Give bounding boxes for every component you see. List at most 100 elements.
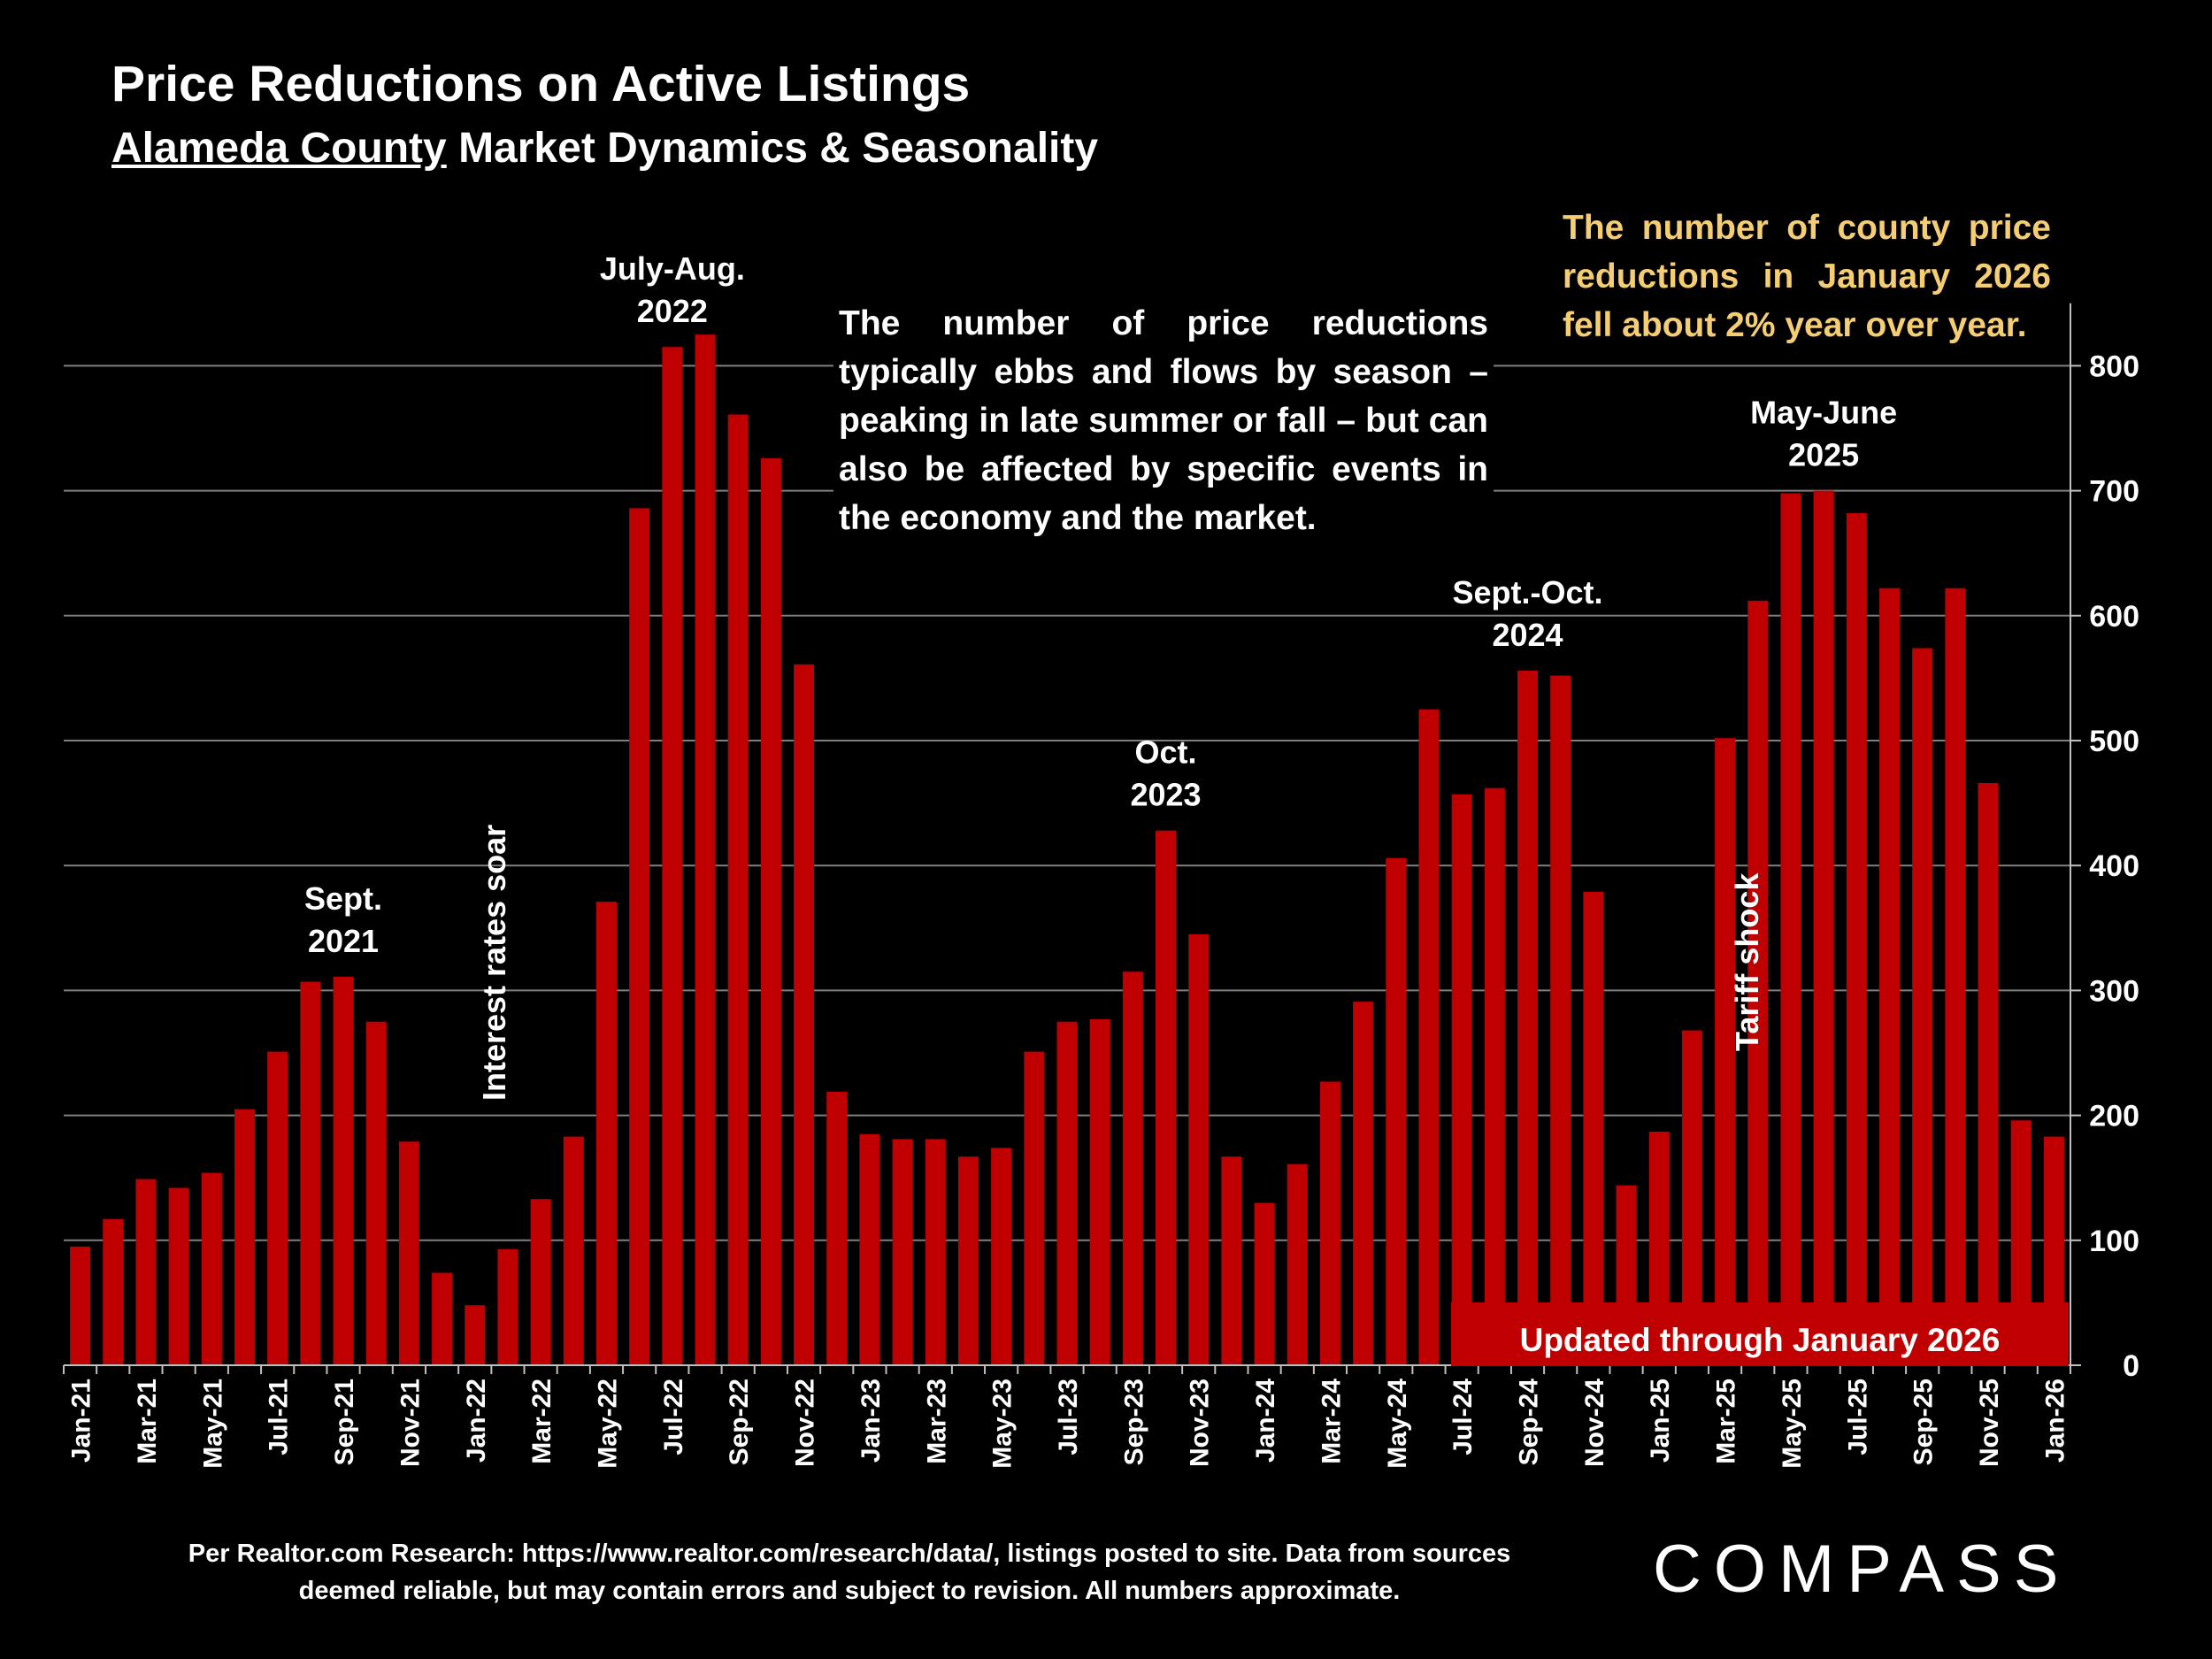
x-tick-label: Jul-24 — [1448, 1379, 1478, 1455]
bar — [794, 664, 815, 1365]
bars — [70, 334, 2064, 1366]
peak-annotation: Oct. — [1135, 734, 1197, 771]
bar — [365, 1021, 387, 1365]
bar — [1188, 933, 1210, 1365]
peak-annotation: 2021 — [308, 923, 379, 959]
x-tick-label: Nov-21 — [396, 1379, 425, 1467]
x-tick-label: Jul-22 — [659, 1379, 688, 1455]
peak-annotation: 2022 — [637, 293, 708, 329]
bar — [1681, 1030, 1702, 1365]
x-tick-label: Nov-24 — [1580, 1379, 1609, 1467]
bar — [1024, 1051, 1045, 1365]
bar — [563, 1136, 584, 1365]
peak-annotation: 2024 — [1492, 617, 1563, 653]
bar — [465, 1305, 486, 1365]
peak-annotation: July-Aug. — [600, 250, 745, 287]
y-tick-label: 100 — [2089, 1225, 2139, 1258]
x-tick-label: Jan-26 — [2040, 1379, 2070, 1463]
bar — [1254, 1202, 1275, 1365]
x-tick-label: Jan-24 — [1251, 1379, 1280, 1463]
peak-annotation: Sept. — [304, 880, 382, 917]
bar — [760, 457, 781, 1366]
x-tick-label: Nov-22 — [791, 1379, 820, 1467]
x-tick-label: Jan-23 — [856, 1379, 886, 1463]
bar — [1747, 600, 1769, 1365]
bar — [1484, 787, 1505, 1365]
x-tick-label: Jul-25 — [1843, 1379, 1872, 1455]
bar — [695, 334, 716, 1366]
bar — [432, 1272, 453, 1365]
x-tick-label: Mar-23 — [922, 1379, 951, 1464]
bar — [826, 1091, 848, 1365]
bar — [300, 981, 321, 1365]
bar — [103, 1218, 124, 1365]
x-tick-label: Sep-23 — [1119, 1379, 1148, 1465]
bar — [1912, 648, 1933, 1365]
y-tick-label: 300 — [2089, 974, 2139, 1008]
bar — [892, 1139, 913, 1365]
bar — [1386, 857, 1407, 1365]
bar — [595, 902, 617, 1365]
peak-annotation: 2023 — [1130, 777, 1201, 813]
bar — [662, 347, 683, 1366]
bar — [398, 1141, 419, 1365]
chart-subtitle: Alameda County Market Dynamics & Seasona… — [111, 124, 1098, 173]
bar — [70, 1246, 91, 1365]
bar — [1813, 490, 1834, 1365]
bar — [135, 1179, 157, 1365]
event-label: Tariff shock — [1729, 872, 1765, 1051]
bar — [1353, 1002, 1374, 1365]
bar — [234, 1109, 255, 1365]
x-tick-label: May-23 — [988, 1379, 1018, 1469]
bar — [1089, 1018, 1110, 1365]
bar — [1451, 794, 1472, 1365]
bar — [1945, 588, 1966, 1365]
bar — [267, 1051, 288, 1365]
bar — [1978, 783, 1999, 1365]
bar — [1846, 513, 1867, 1365]
x-tick-label: Jan-25 — [1646, 1379, 1675, 1463]
x-tick-label: Jul-21 — [265, 1379, 294, 1455]
x-tick-label: Sep-22 — [725, 1379, 754, 1465]
source-note: Per Realtor.com Research: https://www.re… — [188, 1540, 1511, 1605]
x-tick-label: Jan-22 — [462, 1379, 491, 1463]
labels: Sept. 2021 July-Aug. 2022 Oct. 2023 Sept.-Oct.… — [304, 250, 1897, 1101]
y-tick-label: 0 — [2123, 1349, 2139, 1383]
bar — [1879, 588, 1901, 1365]
x-tick-label: Jul-23 — [1054, 1379, 1083, 1455]
bar — [991, 1148, 1012, 1365]
updated-banner: Updated through January 2026 — [1451, 1302, 2069, 1366]
y-tick-label: 700 — [2089, 475, 2139, 509]
bar — [1122, 972, 1143, 1365]
chart-title: Price Reductions on Active Listings — [111, 56, 971, 112]
bar — [1550, 675, 1571, 1365]
x-tick-label: Mar-25 — [1712, 1379, 1741, 1464]
bar — [925, 1139, 946, 1365]
bar — [1056, 1021, 1078, 1365]
yoy-callout: The number of county price reductions in… — [1559, 204, 2055, 349]
x-tick-label: Sep-21 — [330, 1379, 359, 1465]
bar — [727, 414, 749, 1365]
x-tick-label: Nov-25 — [1975, 1379, 2004, 1467]
subtitle-county: Alameda County — [111, 125, 447, 172]
bar — [530, 1199, 551, 1365]
bar — [957, 1156, 979, 1365]
bar — [859, 1133, 880, 1365]
bar — [629, 508, 650, 1365]
bar — [1286, 1164, 1308, 1365]
y-tick-label: 500 — [2089, 725, 2139, 758]
x-tick-label: Nov-23 — [1186, 1379, 1215, 1467]
bar — [1715, 738, 1736, 1365]
axes: 0 100 200 300 400 500 600 700 800 Jan-21 Mar-21 May… — [63, 303, 2139, 1469]
y-tick-label: 400 — [2089, 849, 2139, 883]
peak-annotation: 2025 — [1788, 437, 1859, 473]
x-tick-label: May-21 — [198, 1379, 227, 1469]
compass-logo: COMPASS — [1653, 1532, 2071, 1607]
bar — [333, 976, 354, 1365]
y-tick-label: 600 — [2089, 600, 2139, 634]
x-tick-label: Mar-24 — [1317, 1379, 1346, 1464]
x-tick-label: May-25 — [1778, 1379, 1807, 1469]
event-label: Interest rates soar — [476, 825, 512, 1101]
x-tick-label: Sep-25 — [1909, 1379, 1939, 1465]
peak-annotation: May-June — [1750, 395, 1897, 431]
